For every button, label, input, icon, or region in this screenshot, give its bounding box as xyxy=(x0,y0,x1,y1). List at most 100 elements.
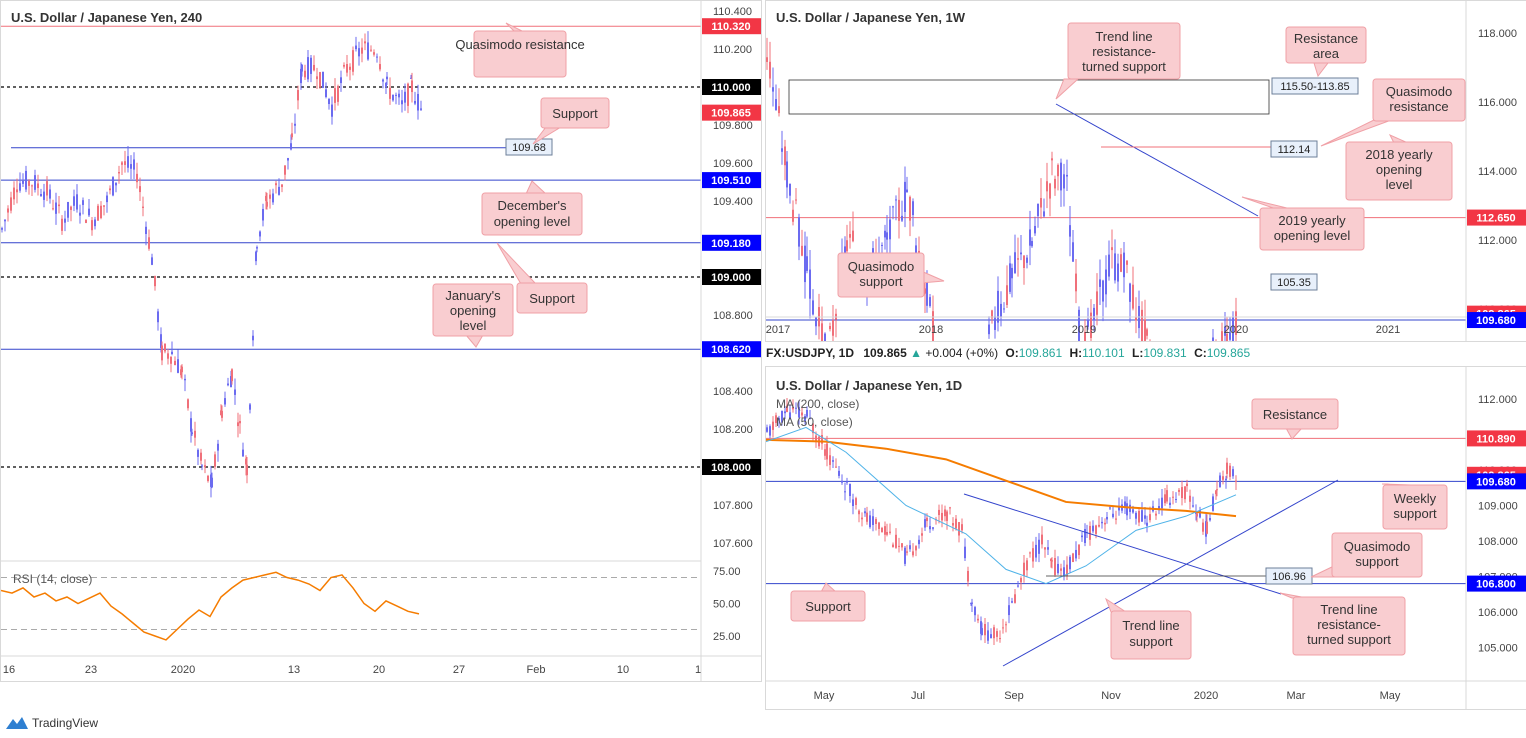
daily-annotation-support: Support xyxy=(790,582,866,622)
h4-price-tag-label: 109.865 xyxy=(711,108,751,120)
daily-candle-body xyxy=(944,509,946,517)
h4-candle-body xyxy=(275,183,277,186)
weekly-candle-body xyxy=(1037,203,1039,217)
svg-text:opening level: opening level xyxy=(494,214,571,229)
weekly-candle-body xyxy=(909,196,911,221)
weekly-candle-body xyxy=(994,316,996,330)
h4-candle-body xyxy=(272,193,274,203)
daily-candle-body xyxy=(912,551,914,556)
h4-rsi-pane: 75.00 50.00 25.00 xyxy=(1,566,741,643)
h4-price-tag xyxy=(702,104,761,121)
weekly-candle-body xyxy=(832,320,834,336)
weekly-candle-body xyxy=(1126,260,1128,265)
h4-candle-body xyxy=(361,47,363,54)
daily-price-tick: 112.000 xyxy=(1478,394,1517,406)
weekly-price-axis[interactable]: 118.000116.000114.000112.000110.000108.0… xyxy=(1478,28,1518,341)
h4-candle-body xyxy=(334,88,336,103)
h4-candle-body xyxy=(414,100,416,104)
daily-candle-body xyxy=(1066,564,1068,576)
daily-candle-body xyxy=(1023,562,1025,576)
svg-text:Trend line: Trend line xyxy=(1122,618,1179,633)
h4-candle-body xyxy=(127,156,129,168)
weekly-candle-body xyxy=(772,87,774,92)
h4-candle-body xyxy=(204,465,206,468)
h4-candle-body xyxy=(164,344,166,352)
weekly-candle-body xyxy=(915,245,917,254)
weekly-candle-body xyxy=(784,146,786,166)
daily-candle-body xyxy=(946,511,948,521)
daily-chart-svg[interactable]: 112.000111.000110.000109.000108.000107.0… xyxy=(766,367,1526,709)
weekly-candle-body xyxy=(895,199,897,201)
h4-candle-body xyxy=(340,77,342,84)
weekly-candle-body xyxy=(1120,254,1122,272)
weekly-candle-body xyxy=(1014,252,1016,274)
daily-candle-body xyxy=(795,407,797,409)
daily-candle-body xyxy=(1014,594,1016,603)
weekly-candle-body xyxy=(912,201,914,216)
weekly-candle-body xyxy=(904,181,906,212)
h4-time-tick: 2020 xyxy=(171,664,195,676)
daily-candle-body xyxy=(904,547,906,564)
daily-candle-body xyxy=(1017,585,1019,587)
h4-candle-body xyxy=(34,175,36,190)
h4-candle-body xyxy=(262,208,264,221)
daily-candle-body xyxy=(932,527,934,529)
daily-candle-body xyxy=(1166,490,1168,502)
daily-candle-body xyxy=(826,443,828,460)
weekly-candle-body xyxy=(886,232,888,240)
weekly-time-axis[interactable]: 2017 2018 2019 2020 2021 xyxy=(766,324,1400,336)
daily-candle-body xyxy=(881,527,883,533)
daily-candle-body xyxy=(958,522,960,536)
daily-candle-body xyxy=(1060,568,1062,571)
weekly-candle-body xyxy=(789,183,791,196)
daily-annotation-quasimodo-support: Quasimodo support xyxy=(1310,532,1423,578)
weekly-price-tag-label: 112.650 xyxy=(1476,213,1515,225)
weekly-annotation-2019-opening: 2019 yearly opening level xyxy=(1241,196,1365,251)
h4-time-axis[interactable]: 16 23 2020 13 20 27 Feb 10 1 xyxy=(3,664,701,676)
daily-candle-body xyxy=(921,533,923,536)
daily-candle-body xyxy=(858,510,860,515)
daily-candle-body xyxy=(844,491,846,493)
weekly-time-tick: 2018 xyxy=(919,324,943,336)
daily-candle-body xyxy=(898,545,900,547)
weekly-candle-body xyxy=(1066,174,1068,177)
daily-candle-body xyxy=(835,466,837,468)
weekly-chart-svg[interactable]: 118.000116.000114.000112.000110.000108.0… xyxy=(766,1,1526,341)
daily-chart-title: U.S. Dollar / Japanese Yen, 1D xyxy=(776,378,962,393)
svg-text:Support: Support xyxy=(529,291,575,306)
h4-candle-body xyxy=(284,165,286,175)
weekly-candle-body xyxy=(846,240,848,252)
daily-candle-body xyxy=(1032,548,1034,562)
daily-candle-body xyxy=(849,484,851,496)
daily-time-axis[interactable]: May Jul Sep Nov 2020 Mar May xyxy=(814,690,1401,702)
h4-price-tag-label: 109.180 xyxy=(711,238,751,250)
daily-candle-body xyxy=(987,630,989,641)
h4-candle-body xyxy=(187,399,189,409)
weekly-candle-body xyxy=(889,219,891,240)
weekly-candle-body xyxy=(1117,263,1119,282)
h4-chart-svg[interactable]: 110.400 110.200 110.000 109.800 109.600 109.4… xyxy=(1,1,761,681)
daily-time-tick: Sep xyxy=(1004,690,1024,702)
daily-candle-body xyxy=(993,627,995,639)
svg-text:support: support xyxy=(1129,634,1173,649)
h4-price-tick: 108.400 xyxy=(713,386,753,398)
h4-candle-body xyxy=(194,430,196,438)
weekly-candle-body xyxy=(1026,257,1028,263)
h4-candle-body xyxy=(392,94,394,101)
h4-price-tick: 108.800 xyxy=(713,310,753,322)
daily-candle-body xyxy=(980,621,982,634)
h4-candle-body xyxy=(201,465,203,467)
daily-price-tick: 109.000 xyxy=(1478,501,1518,513)
daily-price-tick: 106.000 xyxy=(1478,607,1518,619)
rsi-tick: 25.00 xyxy=(713,631,741,643)
daily-candle-body xyxy=(775,415,777,423)
weekly-candle-body xyxy=(1043,211,1045,217)
h4-candle-body xyxy=(265,195,267,201)
svg-text:Support: Support xyxy=(552,106,598,121)
daily-price-tag xyxy=(1467,430,1526,447)
daily-ma200-label: MA (200, close) xyxy=(776,397,859,411)
h4-candle-body xyxy=(190,418,192,432)
h4-candle-body xyxy=(346,64,348,73)
weekly-candle-body xyxy=(1144,319,1146,341)
daily-candle-body xyxy=(1192,505,1194,507)
